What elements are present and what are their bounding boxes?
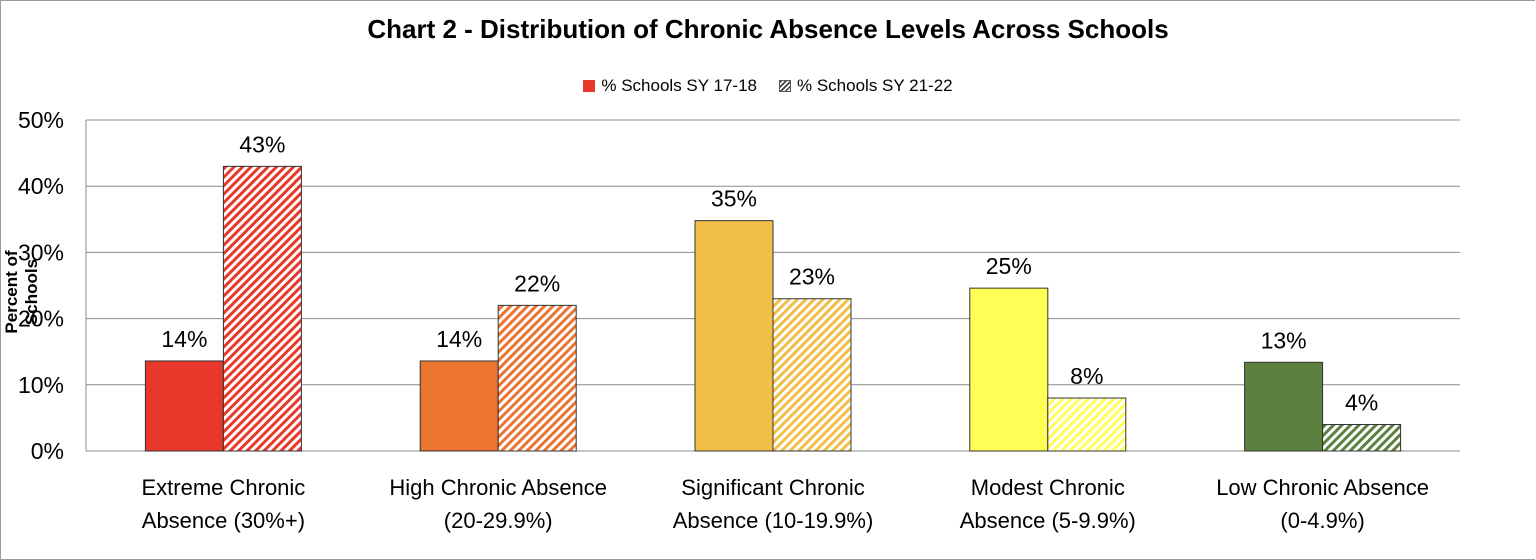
y-tick-label: 30% (18, 239, 64, 265)
bar-sy21-22 (1322, 424, 1402, 452)
data-label: 4% (1345, 390, 1378, 416)
x-category-label: Significant Chronic (681, 475, 864, 500)
legend-label-sy21-22: % Schools SY 21-22 (797, 76, 953, 95)
legend-swatch-hatched (779, 80, 791, 92)
y-tick-label: 0% (31, 438, 64, 464)
data-label: 23% (789, 264, 835, 290)
y-tick-label: 10% (18, 372, 64, 398)
x-category-label: Extreme Chronic (141, 475, 305, 500)
data-label: 25% (986, 253, 1032, 279)
legend-swatch-solid (583, 80, 596, 92)
bar-sy17-18 (969, 287, 1049, 452)
bar-sy21-22 (222, 165, 302, 452)
bar-sy21-22 (497, 304, 577, 452)
bar-sy17-18 (144, 360, 224, 452)
y-tick-label: 50% (18, 107, 64, 133)
bar-sy17-18 (1244, 361, 1324, 452)
data-label: 13% (1261, 327, 1307, 353)
legend-label-sy17-18: % Schools SY 17-18 (601, 76, 757, 95)
chart-legend: % Schools SY 17-18 % Schools SY 21-22 (0, 76, 1536, 96)
chart-title: Chart 2 - Distribution of Chronic Absenc… (367, 14, 1169, 44)
x-category-label: Absence (10-19.9%) (673, 508, 874, 533)
x-category-label: Absence (5-9.9%) (960, 508, 1136, 533)
x-category-label: Absence (30%+) (142, 508, 305, 533)
y-tick-label: 20% (18, 306, 64, 332)
x-category-label: (20-29.9%) (444, 508, 553, 533)
data-label: 35% (711, 186, 757, 212)
x-category-label: Low Chronic Absence (1216, 475, 1429, 500)
bar-sy21-22 (772, 298, 852, 452)
data-label: 14% (161, 326, 207, 352)
data-label: 43% (239, 131, 285, 157)
data-label: 14% (436, 326, 482, 352)
x-category-label: Modest Chronic (971, 475, 1125, 500)
data-label: 8% (1070, 363, 1103, 389)
bar-sy17-18 (419, 360, 499, 452)
x-category-label: High Chronic Absence (389, 475, 607, 500)
legend-item-sy17-18: % Schools SY 17-18 (583, 76, 757, 96)
y-tick-label: 40% (18, 173, 64, 199)
bar-sy21-22 (1047, 397, 1127, 452)
x-category-label: (0-4.9%) (1280, 508, 1364, 533)
bar-sy17-18 (694, 220, 774, 452)
legend-item-sy21-22: % Schools SY 21-22 (779, 76, 953, 96)
data-label: 22% (514, 270, 560, 296)
